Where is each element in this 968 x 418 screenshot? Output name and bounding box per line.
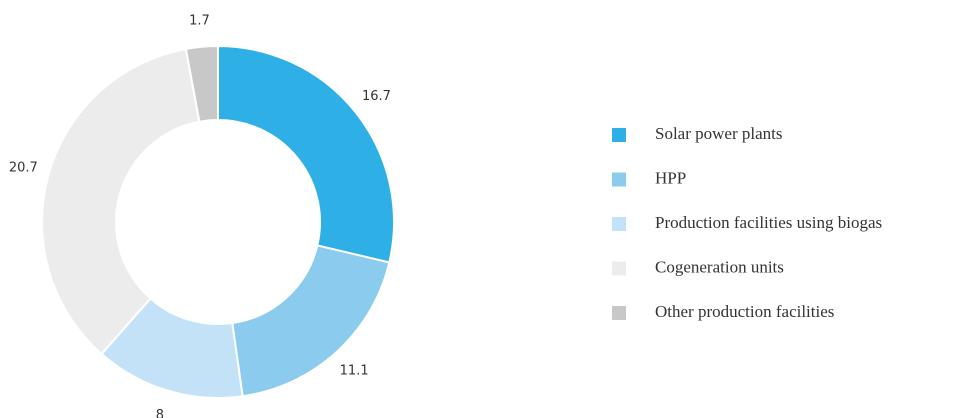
legend-swatch [612, 172, 626, 187]
value-label: 8 [156, 408, 164, 418]
legend-label: Production facilities using biogas [655, 213, 882, 232]
value-label: 16.7 [362, 89, 391, 104]
value-label: 20.7 [9, 161, 38, 176]
legend-label: HPP [655, 168, 686, 187]
slice [217, 44, 395, 264]
legend-label: Cogeneration units [655, 257, 784, 276]
slice [41, 47, 201, 356]
legend-swatch [612, 128, 626, 142]
slice [184, 44, 219, 123]
legend-swatch [612, 306, 626, 320]
legend-label: Other production facilities [655, 302, 834, 321]
value-label: 1.7 [189, 13, 210, 28]
value-label: 11.1 [340, 364, 369, 379]
legend-swatch [612, 261, 626, 276]
slice [231, 244, 391, 398]
legend-label: Solar power plants [655, 124, 782, 143]
legend-swatch [612, 217, 626, 231]
